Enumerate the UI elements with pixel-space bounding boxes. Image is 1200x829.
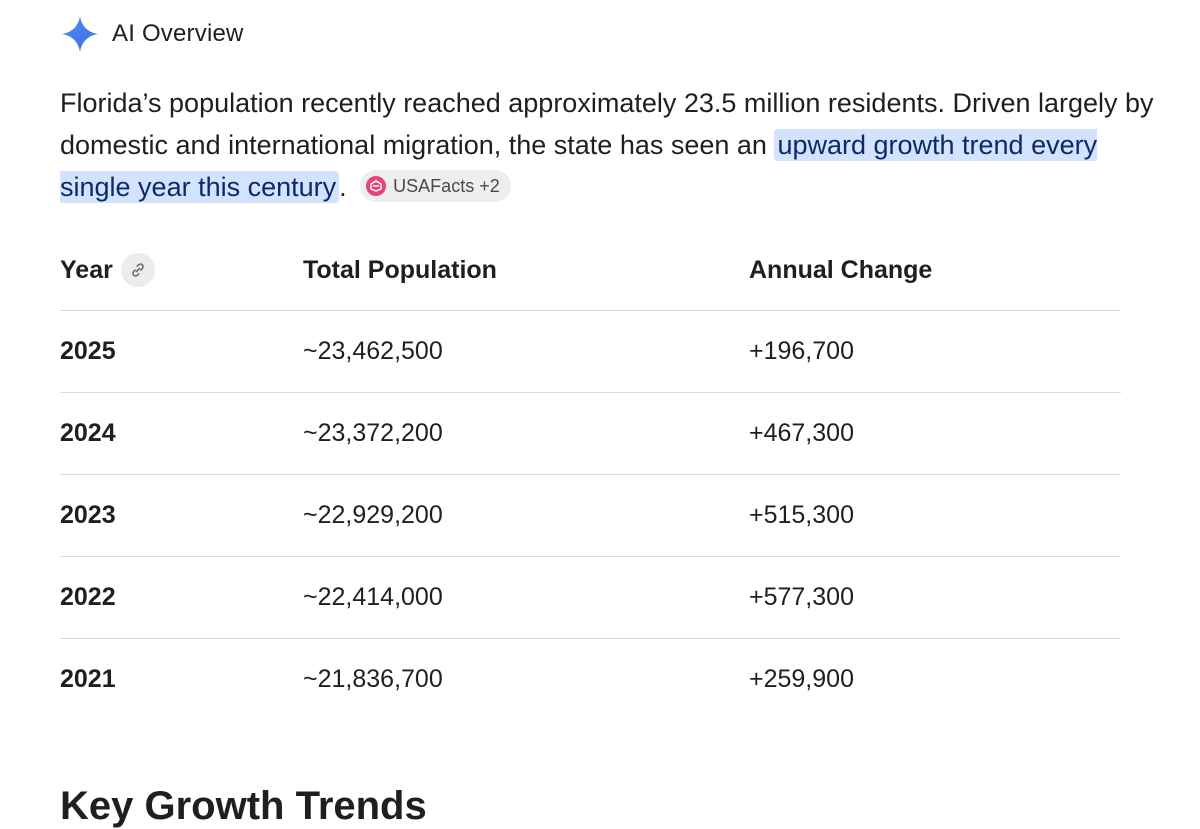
population-cell: ~21,836,700 (303, 665, 443, 693)
column-header-population: Total Population (303, 255, 497, 284)
usafacts-favicon-icon (366, 176, 387, 196)
source-chip[interactable]: USAFacts +2 (360, 170, 511, 202)
table-row: 2023 ~22,929,200 +515,300 (60, 474, 1121, 556)
table-row: 2022 ~22,414,000 +577,300 (60, 556, 1121, 638)
change-cell: +196,700 (749, 337, 854, 365)
population-cell: ~22,929,200 (303, 501, 443, 529)
change-cell: +515,300 (749, 501, 854, 529)
ai-overview-title: AI Overview (112, 20, 244, 47)
year-cell: 2021 (60, 665, 116, 693)
column-header-change: Annual Change (749, 255, 933, 284)
link-icon[interactable] (120, 253, 155, 287)
table-row: 2025 ~23,462,500 +196,700 (60, 310, 1121, 392)
change-cell: +577,300 (749, 583, 854, 611)
year-cell: 2022 (60, 583, 116, 611)
table-row: 2024 ~23,372,200 +467,300 (60, 392, 1121, 474)
population-cell: ~23,462,500 (303, 337, 443, 365)
section-heading: Key Growth Trends (60, 784, 427, 828)
year-cell: 2024 (60, 419, 116, 447)
table-row: 2021 ~21,836,700 +259,900 (60, 638, 1121, 720)
change-cell: +259,900 (749, 665, 854, 693)
column-header-year: Year (60, 253, 303, 287)
ai-overview-header: AI Overview (60, 14, 244, 54)
overview-summary: Florida’s population recently reached ap… (60, 82, 1160, 208)
summary-text: Florida’s population recently reached ap… (60, 88, 1154, 160)
population-table: Year Total Population Annual Change 2025… (60, 230, 1121, 720)
population-cell: ~22,414,000 (303, 583, 443, 611)
table-header-row: Year Total Population Annual Change (60, 230, 1121, 310)
year-cell: 2023 (60, 501, 116, 529)
summary-period: . (339, 172, 347, 202)
source-chip-label: USAFacts +2 (393, 176, 500, 196)
year-cell: 2025 (60, 337, 116, 365)
population-cell: ~23,372,200 (303, 419, 443, 447)
sparkle-icon (62, 16, 98, 52)
change-cell: +467,300 (749, 419, 854, 447)
